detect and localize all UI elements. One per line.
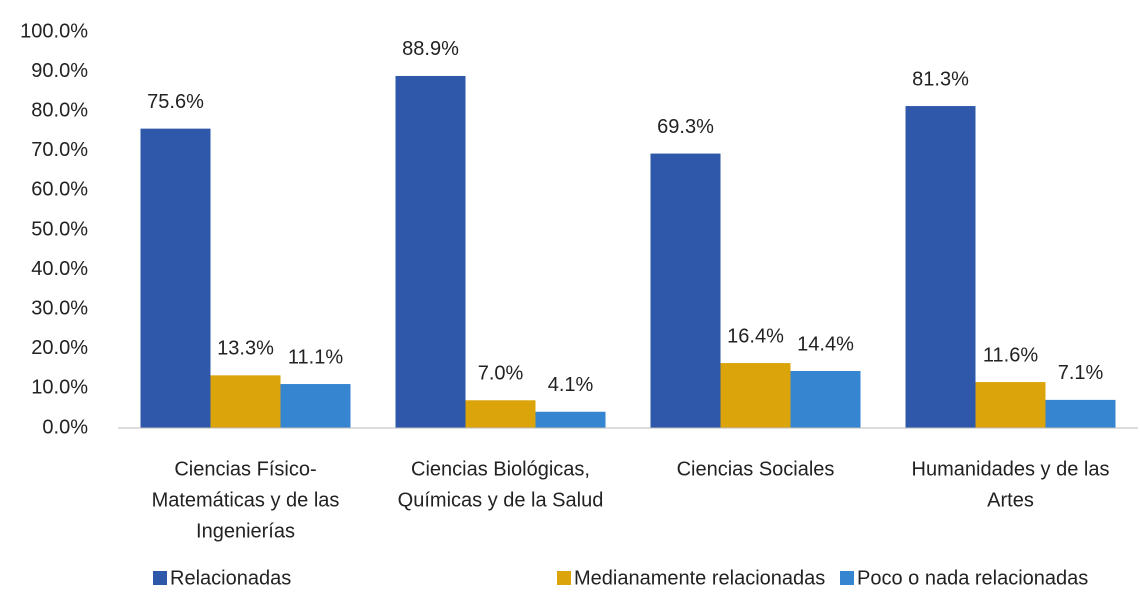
value-label: 88.9%: [402, 38, 459, 60]
y-tick-label: 90.0%: [31, 60, 88, 82]
value-label: 13.3%: [217, 338, 274, 360]
value-label: 11.6%: [983, 344, 1038, 366]
legend-swatch: [153, 571, 167, 585]
bar: [280, 384, 351, 428]
y-tick-label: 0.0%: [42, 416, 88, 438]
bar: [395, 75, 466, 429]
x-tick-label: Artes: [987, 489, 1034, 511]
value-label: 14.4%: [797, 333, 854, 355]
legend-label: Relacionadas: [170, 567, 291, 589]
x-tick-label: Ciencias Físico-: [174, 458, 316, 480]
x-tick-label: Ciencias Biológicas,: [411, 458, 590, 480]
value-label: 4.1%: [548, 374, 594, 396]
y-tick-label: 80.0%: [31, 99, 88, 121]
value-label: 81.3%: [912, 68, 969, 90]
legend-label: Poco o nada relacionadas: [857, 567, 1088, 589]
bar: [210, 375, 281, 428]
y-tick-label: 10.0%: [31, 377, 88, 399]
y-tick-label: 40.0%: [31, 258, 88, 280]
x-tick-label: Matemáticas y de las: [152, 489, 340, 511]
y-tick-label: 50.0%: [31, 218, 88, 240]
bar: [720, 363, 791, 428]
value-label: 16.4%: [727, 325, 784, 347]
bar: [905, 106, 976, 428]
y-tick-label: 100.0%: [20, 20, 88, 42]
bar: [465, 400, 536, 428]
value-label: 69.3%: [657, 116, 714, 138]
y-tick-label: 70.0%: [31, 139, 88, 161]
y-tick-label: 20.0%: [31, 337, 88, 359]
value-label: 11.1%: [288, 346, 343, 368]
value-label: 7.0%: [478, 363, 524, 385]
bar: [140, 128, 211, 428]
y-tick-label: 30.0%: [31, 297, 88, 319]
legend-label: Medianamente relacionadas: [574, 567, 825, 589]
x-tick-label: Humanidades y de las: [912, 458, 1110, 480]
bar: [1045, 399, 1116, 428]
bar: [975, 382, 1046, 428]
value-label: 75.6%: [147, 91, 204, 113]
legend-swatch: [840, 571, 854, 585]
y-tick-label: 60.0%: [31, 179, 88, 201]
value-label: 7.1%: [1058, 362, 1104, 384]
x-tick-label: Ingenierías: [196, 520, 295, 542]
legend-swatch: [557, 571, 571, 585]
bar: [790, 370, 861, 428]
x-tick-label: Químicas y de la Salud: [398, 489, 604, 511]
bar: [535, 411, 606, 428]
x-tick-label: Ciencias Sociales: [677, 458, 835, 480]
bar: [650, 153, 721, 428]
